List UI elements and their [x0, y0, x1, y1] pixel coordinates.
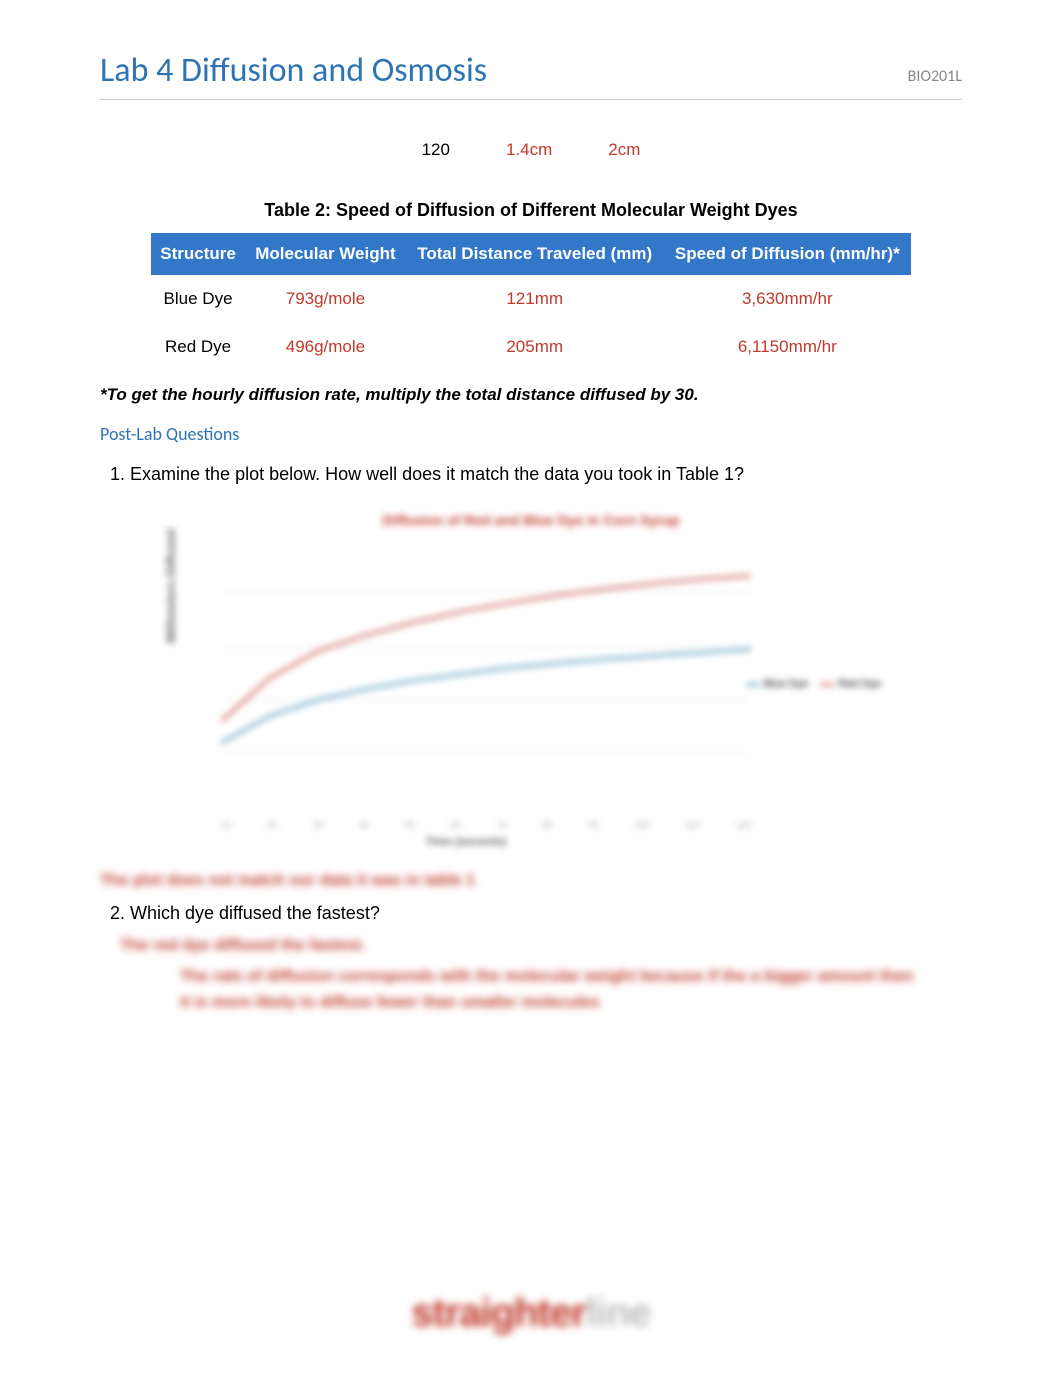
col-dist: Total Distance Traveled (mm)	[406, 233, 664, 275]
chart-x-axis-label: Time (seconds)	[181, 836, 751, 848]
col-speed: Speed of Diffusion (mm/hr)*	[664, 233, 911, 275]
legend-swatch	[820, 683, 834, 686]
legend-item-red: Red Dye	[820, 678, 881, 690]
question-2: 2. Which dye diffused the fastest?	[110, 900, 962, 927]
table-row: Blue Dye 793g/mole 121mm 3,630mm/hr	[151, 275, 911, 323]
watermark-part2: line	[586, 1291, 651, 1335]
section-heading: Post-Lab Questions	[100, 423, 962, 445]
cell-structure: Red Dye	[151, 323, 245, 371]
legend-label: Red Dye	[838, 678, 881, 690]
table2-footnote: *To get the hourly diffusion rate, multi…	[100, 385, 962, 405]
chart-plot-area	[221, 538, 751, 808]
diffusion-chart: Diffusion of Red and Blue Dye in Corn Sy…	[181, 512, 881, 848]
chart-area: Millimeters Diffused 1020304050607080901…	[181, 538, 881, 848]
chart-x-ticks: 102030405060708090100110120	[221, 820, 751, 830]
answer-3-blurred: The rate of diffusion corresponds with t…	[180, 964, 922, 1015]
page-title: Lab 4 Diffusion and Osmosis	[100, 50, 487, 91]
table2: Structure Molecular Weight Total Distanc…	[151, 233, 911, 371]
cell-blue-dist: 1.4cm	[478, 130, 580, 170]
chart-svg	[221, 538, 751, 808]
chart-legend: Blue Dye Red Dye	[746, 678, 881, 690]
table-header-row: Structure Molecular Weight Total Distanc…	[151, 233, 911, 275]
watermark: straighterline	[0, 1291, 1062, 1336]
legend-item-blue: Blue Dye	[746, 678, 809, 690]
cell-mw: 793g/mole	[245, 275, 406, 323]
watermark-part1: straighter	[411, 1291, 586, 1335]
cell-time: 120	[394, 130, 478, 170]
cell-speed: 6,1150mm/hr	[664, 323, 911, 371]
cell-speed: 3,630mm/hr	[664, 275, 911, 323]
cell-dist: 205mm	[406, 323, 664, 371]
cell-dist: 121mm	[406, 275, 664, 323]
legend-swatch	[746, 683, 760, 686]
table-row: Red Dye 496g/mole 205mm 6,1150mm/hr	[151, 323, 911, 371]
table-row: 120 1.4cm 2cm	[394, 130, 669, 170]
mini-table-row: 120 1.4cm 2cm	[394, 130, 669, 170]
chart-y-axis-label: Millimeters Diffused	[164, 529, 178, 643]
answer-1-blurred: The plot does not match our data it was …	[100, 868, 962, 894]
course-code: BIO201L	[908, 67, 962, 86]
table2-caption: Table 2: Speed of Diffusion of Different…	[100, 200, 962, 221]
col-structure: Structure	[151, 233, 245, 275]
page-header: Lab 4 Diffusion and Osmosis BIO201L	[100, 50, 962, 100]
cell-red-dist: 2cm	[580, 130, 668, 170]
cell-structure: Blue Dye	[151, 275, 245, 323]
question-1: 1. Examine the plot below. How well does…	[110, 461, 962, 488]
col-mw: Molecular Weight	[245, 233, 406, 275]
cell-mw: 496g/mole	[245, 323, 406, 371]
answer-2-blurred: The red dye diffused the fastest.	[120, 933, 962, 959]
chart-title: Diffusion of Red and Blue Dye in Corn Sy…	[181, 512, 881, 528]
legend-label: Blue Dye	[764, 678, 809, 690]
